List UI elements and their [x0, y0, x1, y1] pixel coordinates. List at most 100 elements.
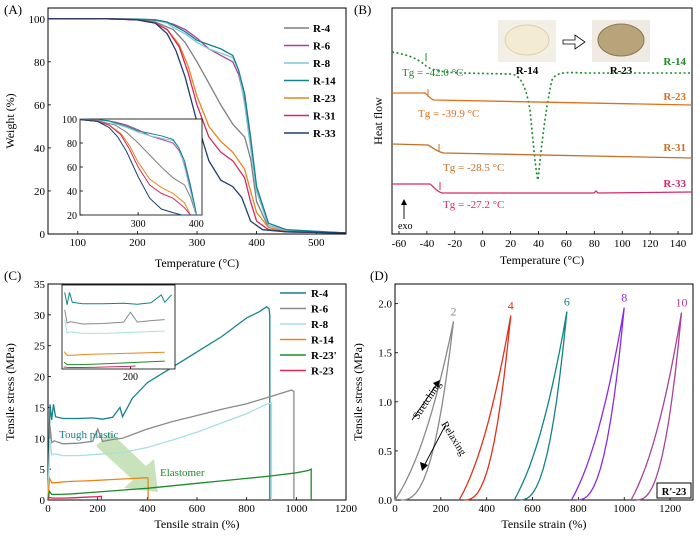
panel-b-xlabel: Temperature (°C): [500, 253, 584, 267]
curve-r23: [392, 92, 693, 106]
panel-b: (B) -60 -40 -20 0 20 40 60 80 100 120 140 R-14 R-2…: [354, 2, 693, 267]
panel-b-frame: [391, 7, 693, 235]
panel-c-ytick-label: 35: [34, 279, 46, 291]
panel-a-inset-xtick-label: 400: [189, 219, 204, 230]
panel-d-xtick-label: 0: [392, 503, 398, 515]
stress-strain-r-14: [47, 476, 149, 501]
panel-d: (D) 0 200 400 600 800 1000 1200 0.0 0.5 1.0 1.5 2.0…: [351, 268, 694, 531]
tg-label-r33: Tg = -27.2 °C: [443, 199, 504, 211]
panel-a-label: (A): [4, 2, 22, 17]
series-name-r23: R-23: [663, 91, 686, 103]
label-relaxing: Relaxing: [438, 420, 468, 459]
panel-d-xtick-label: 1200: [659, 503, 682, 515]
curve-r31: [391, 143, 693, 159]
panel-c-ytick-label: 30: [34, 310, 46, 322]
hysteresis-loop-10: [630, 312, 683, 501]
panel-a-xlabel: Temperature (°C): [155, 256, 239, 270]
annotation-elastomer: Elastomer: [160, 467, 205, 479]
panel-a-ytick-label: 0: [40, 229, 46, 241]
panel-a: (A) 100 200 300 400 500 0 20 40 60 80 100 300 400 20…: [3, 2, 347, 270]
panel-c: (C) 0 200 400 600 800 1000 120005101520253035 …: [3, 268, 358, 531]
hysteresis-loop-8: [570, 307, 625, 501]
panel-a-xtick-label: 400: [248, 237, 265, 249]
panel-a-xtick-label: 300: [189, 237, 206, 249]
relaxing-arrowhead-icon: [420, 462, 428, 471]
panel-c-inset-xtick-label: 200: [123, 372, 138, 383]
panel-b-xtick-label: 120: [642, 238, 659, 250]
panel-c-ylabel: Tensile stress (MPa): [3, 343, 17, 441]
series-name-r14: R-14: [663, 56, 686, 68]
panel-a-inset-ytick-label: 60: [67, 163, 77, 174]
exo-label: exo: [398, 221, 412, 232]
panel-d-xlabel: Tensile strain (%): [501, 517, 586, 531]
inset-curve-r-31: [79, 119, 197, 216]
arrow-icon: [562, 34, 586, 50]
stress-strain-r-23p: [47, 468, 312, 501]
panel-d-label: (D): [370, 268, 388, 283]
panel-a-ylabel: Weight (%): [3, 93, 17, 148]
tg-label-r31: Tg = -28.5 °C: [443, 162, 504, 174]
panel-b-xtick-label: -60: [392, 238, 407, 250]
photo-r23-sample: [597, 23, 645, 57]
legend-label: R-4: [313, 23, 331, 35]
legend-label: R-33: [313, 128, 336, 140]
inset-curve-r-8: [64, 319, 165, 334]
panel-c-ytick-label: 5: [40, 464, 46, 476]
panel-c-xtick-label: 0: [45, 503, 51, 515]
stress-strain-r-6: [47, 389, 295, 501]
exo-arrowhead-icon: [401, 199, 407, 205]
inset-curve-r-4: [79, 119, 197, 216]
panel-d-xtick-label: 400: [478, 503, 495, 515]
panel-c-ytick-label: 20: [34, 372, 46, 384]
trend-arrow-icon: [96, 432, 158, 492]
sample-label-box: [656, 482, 692, 499]
inset-curve-r-14: [79, 118, 197, 213]
series-name-r31: R-31: [663, 142, 686, 154]
panel-a-ytick-label: 20: [34, 186, 46, 198]
curve-r14: [391, 51, 692, 181]
annotation-tough-plastic: Tough plastic: [59, 429, 119, 441]
panel-c-legend: R-4 R-6 R-8 R-14 R-23' R-23: [280, 288, 337, 378]
label-stretching: Stretching: [411, 379, 444, 422]
panel-b-xtick-label: 20: [505, 238, 517, 250]
inset-curve-r-23p: [63, 360, 165, 366]
inset-curve-r-33: [79, 119, 202, 216]
panel-c-xtick-label: 200: [89, 503, 106, 515]
panel-b-xtick-label: 80: [589, 238, 601, 250]
photo-label-r14: R-14: [516, 65, 539, 77]
panel-d-ylabel: Tensile stress (MPa): [351, 343, 365, 441]
legend-label: R-23: [311, 366, 334, 378]
tg-label-r23: Tg = -39.9 °C: [418, 108, 479, 120]
inset-curve-r-6: [64, 309, 165, 325]
stretching-arrow-icon: [411, 383, 438, 421]
legend-label: R-31: [313, 111, 336, 123]
legend-label: R-14: [311, 335, 334, 347]
panel-d-frame: [394, 283, 694, 501]
hysteresis-loop-6: [513, 311, 568, 501]
stress-strain-r-4: [47, 306, 271, 501]
stress-strain-r-8: [47, 402, 273, 501]
cycle-label: 2: [450, 304, 456, 318]
legend-label: R-23': [311, 350, 337, 362]
panel-d-xtick-label: 600: [524, 503, 541, 515]
series-name-r33: R-33: [663, 178, 686, 190]
photo-r14-sample: [504, 24, 550, 56]
panel-c-ytick-label: 15: [34, 402, 46, 414]
panel-d-ytick-label: 1.0: [378, 397, 392, 409]
panel-c-xtick-label: 600: [189, 503, 206, 515]
panel-a-inset-ytick-label: 20: [67, 211, 77, 222]
panel-b-xtick-label: 40: [533, 238, 545, 250]
panel-a-inset-ytick-label: 80: [67, 139, 77, 150]
cycle-label: 10: [676, 295, 688, 309]
panel-d-ytick-label: 0.5: [378, 446, 392, 458]
panel-c-label: (C): [4, 268, 21, 283]
inset-curve-r-8: [79, 118, 197, 216]
panel-a-ytick-label: 100: [29, 14, 46, 26]
photo-label-r23: R-23: [610, 65, 633, 77]
panel-c-xtick-label: 400: [139, 503, 156, 515]
cycle-label: 6: [564, 294, 570, 308]
panel-b-xtick-label: 100: [614, 238, 631, 250]
tga-curve-r-33: [48, 18, 347, 234]
inset-curve-r-14: [63, 351, 165, 356]
